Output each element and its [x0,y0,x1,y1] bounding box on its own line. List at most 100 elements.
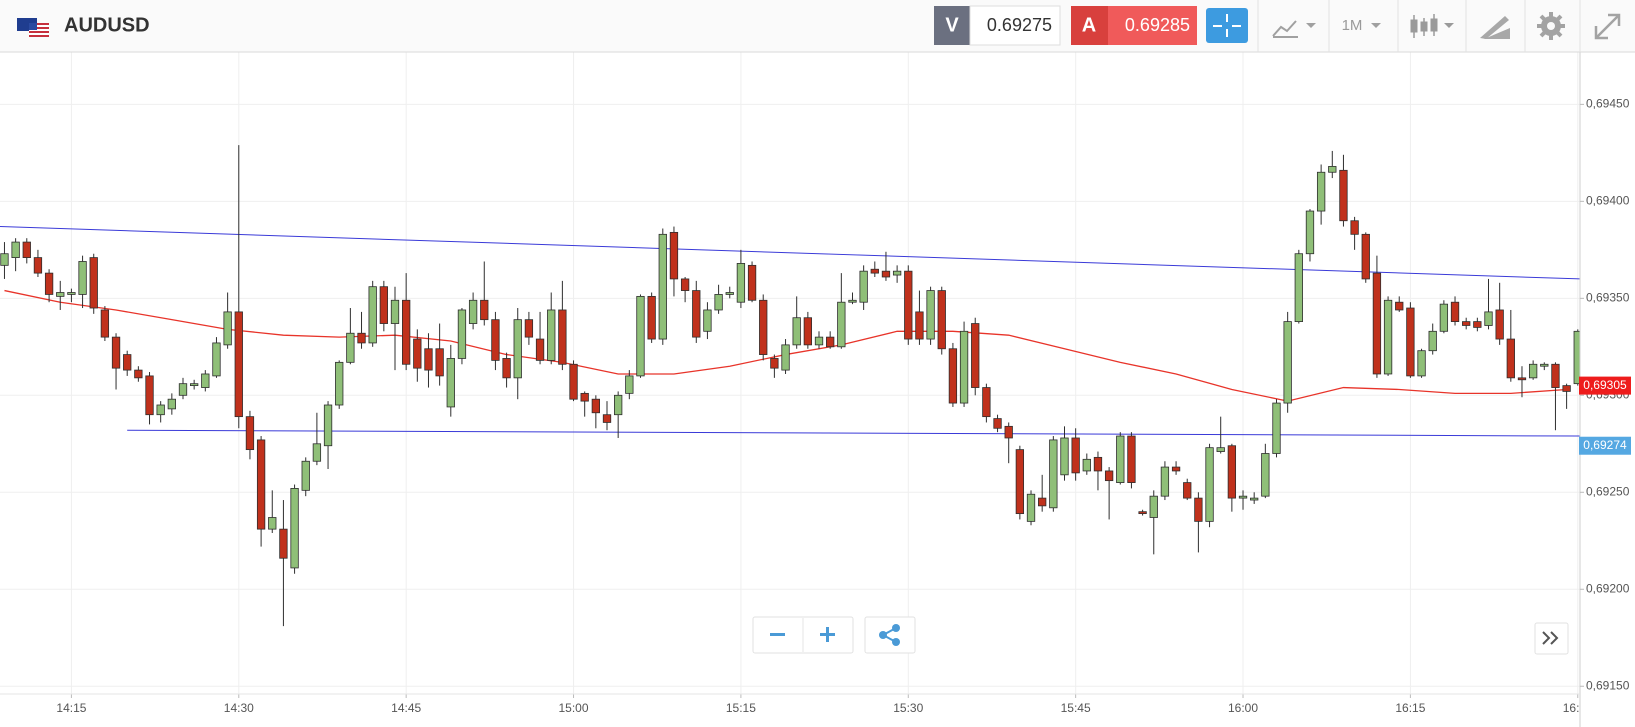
candle-body [201,373,210,388]
candle-body [1171,466,1181,472]
candle-body [904,270,913,340]
candle-body [390,299,400,324]
candle-body [1372,272,1382,375]
settings-button[interactable] [1537,12,1565,40]
candle-body [1573,330,1580,385]
x-tick-label: 15:30 [893,701,923,715]
candle-body [379,286,388,324]
candle-body [658,233,667,340]
zoom-out-button[interactable] [770,633,785,636]
candle-body [1551,363,1560,388]
timeframe: 1M [1342,17,1363,34]
candle-body [1238,495,1248,499]
candle-body [1216,447,1225,452]
candle-body [279,528,288,559]
zoom-controls [752,616,1569,655]
candle-body [56,292,65,297]
candle-body [100,309,110,338]
x-tick-label: 14:30 [224,701,254,715]
bid-box[interactable] [969,5,1061,46]
y-tick-label: 0,69450 [1586,97,1630,111]
share-button[interactable] [864,616,916,654]
candle-body [234,311,243,418]
candle-body [480,299,489,321]
candle-body [1183,482,1192,499]
candle-body [44,272,54,295]
candle-body [1562,385,1571,392]
x-tick-label: 15:45 [1061,701,1091,715]
candle-body [803,317,813,346]
candle-body [156,404,165,416]
candle-body [781,344,790,371]
candle-body [145,375,154,416]
candle-body [680,278,690,291]
header-bg [0,0,1635,52]
candle-body [1004,425,1013,439]
candle-body [357,332,366,344]
candle-body [1517,377,1527,381]
candle-body [245,416,255,451]
candle-body [1194,497,1203,522]
candle-body [1093,456,1103,472]
timeframe-button[interactable]: 1M [1342,17,1381,34]
y-axis: 0,694500,694000,693500,693000,692500,692… [1579,97,1631,692]
candle-body [1038,497,1047,507]
candle-body [959,330,969,404]
bid-price: 0.69275 [987,15,1052,35]
candle-body [212,342,221,377]
candle-body [134,369,143,379]
drawing-button[interactable] [1480,16,1510,39]
candle-body [826,336,835,348]
candle-body [770,358,779,369]
price-tag-label: 0,69305 [1583,378,1627,392]
candle-body [759,299,768,355]
bid-button[interactable] [934,6,970,45]
candle-body [1026,493,1036,522]
x-axis: 14:15 14:30 14:45 15:00 15:15 15:30 15:45 16:00… [56,694,1593,715]
candle-body [402,299,411,365]
candle-body [580,392,589,402]
candle-body [547,309,556,361]
candle-body [1484,311,1493,326]
candle-body [335,361,344,406]
x-tick-label: 16:00 [1228,701,1258,715]
candle-body [1350,220,1359,235]
scroll-to-end-button[interactable] [1534,622,1569,655]
bid-label: V [945,14,959,36]
zoom-in-button[interactable] [820,627,835,642]
candle-body [915,311,924,340]
candle-body [1328,166,1337,173]
candle-body [1316,171,1326,212]
candle-body [1528,363,1538,379]
candle-body [1439,303,1449,332]
candle-body [703,309,712,332]
candle-body [669,231,679,280]
price-tag [1579,436,1631,455]
candle-body [647,295,656,340]
candle-body [457,309,467,359]
x-tick-label: 15:00 [559,701,589,715]
candle-body [190,383,199,387]
candle-body [814,336,824,346]
candle-body [937,290,946,350]
candle-body [1495,309,1504,340]
candle-body [1473,321,1482,328]
ask-button[interactable] [1071,6,1108,45]
crosshair-button[interactable] [1206,8,1248,43]
candle-body [558,309,567,365]
flag-icon [17,18,49,37]
fullscreen-button[interactable] [1594,13,1621,40]
chart-type-button[interactable] [1410,14,1454,38]
candle-body [535,338,545,361]
y-tick-label: 0,69400 [1586,194,1630,208]
candle-body [346,332,355,363]
trendline [127,429,1580,437]
indicator-button[interactable] [1272,20,1316,38]
ask-box[interactable] [1108,6,1197,45]
candle-body [89,257,98,309]
candle-body [1417,350,1426,377]
candle-body [1104,470,1114,482]
candle-body [1127,435,1136,483]
candle-body [33,257,43,274]
